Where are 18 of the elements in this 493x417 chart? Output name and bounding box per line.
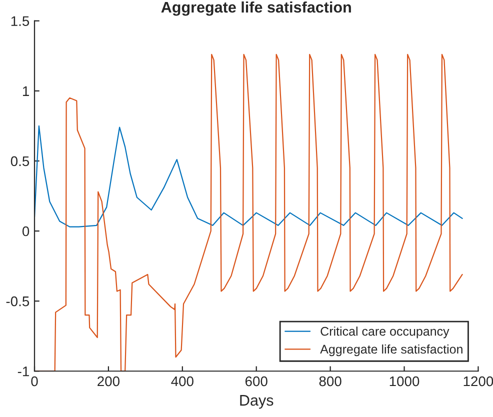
legend-label: Aggregate life satisfaction	[320, 344, 462, 356]
x-tick-label: 1000	[390, 376, 420, 386]
x-tick-label: 600	[245, 376, 268, 386]
x-tick-label: 400	[171, 376, 194, 386]
y-tick-label: 1	[22, 86, 29, 96]
x-tick-label: 0	[31, 376, 38, 386]
line-series	[34, 125, 463, 228]
chart-title: Aggregate life satisfaction	[161, 1, 351, 16]
x-tick-label: 1200	[464, 376, 493, 386]
y-tick-label: 0.5	[10, 156, 30, 166]
x-axis-title: Days	[240, 395, 274, 409]
y-tick-label: -1	[18, 366, 29, 376]
legend-label: Critical care occupancy	[320, 326, 450, 338]
x-tick-label: 200	[98, 376, 120, 386]
y-tick-label: 0	[22, 226, 30, 236]
y-tick-label: 1.5	[11, 16, 30, 26]
y-tick-label: -0.5	[6, 296, 30, 306]
x-tick-label: 800	[319, 376, 342, 386]
